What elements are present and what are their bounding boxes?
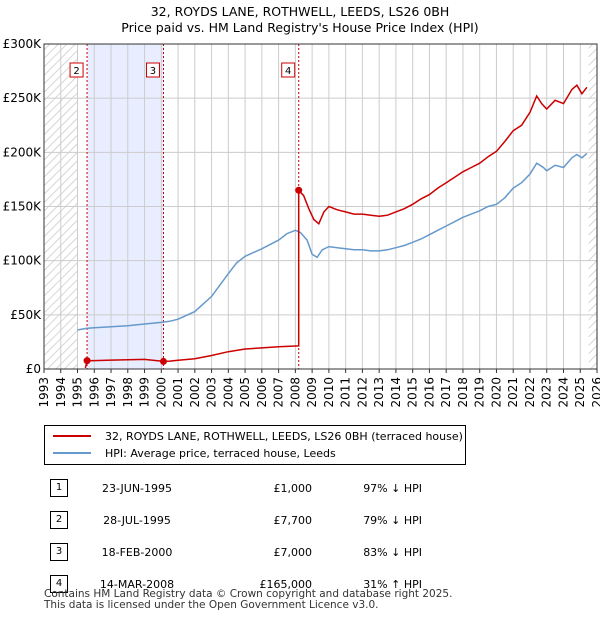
x-tick-label: 1993 <box>37 377 51 408</box>
sale-point <box>83 357 91 365</box>
transaction-hpi: 79% ↓ HPI <box>363 513 422 527</box>
x-tick-label: 2010 <box>322 377 336 408</box>
legend-swatch-hpi <box>53 452 91 454</box>
x-tick-label: 2012 <box>355 377 369 408</box>
x-tick-label: 2005 <box>238 377 252 408</box>
y-tick-label: £300K <box>3 37 43 51</box>
transactions-table: 1 23-JUN-1995 £1,000 97% ↓ HPI 2 28-JUL-… <box>36 472 422 600</box>
sale-label: 4 <box>285 66 291 77</box>
table-row: 4 14-MAR-2008 £165,000 31% ↑ HPI <box>36 568 422 600</box>
transaction-hpi: 31% ↑ HPI <box>363 577 422 591</box>
x-tick-label: 2002 <box>188 377 202 408</box>
transaction-date: 14-MAR-2008 <box>99 577 175 591</box>
legend-item-price: 32, ROYDS LANE, ROTHWELL, LEEDS, LS26 0B… <box>53 428 463 444</box>
footer: Contains HM Land Registry data © Crown c… <box>44 589 452 611</box>
plot-border <box>43 43 598 370</box>
table-row: 1 23-JUN-1995 £1,000 97% ↓ HPI <box>36 472 422 504</box>
transaction-date: 23-JUN-1995 <box>101 481 173 495</box>
footer-line-licence: This data is licensed under the Open Gov… <box>44 599 379 611</box>
sale-label-box <box>69 62 84 78</box>
x-tick-label: 1997 <box>104 377 118 408</box>
x-tick-label: 2015 <box>406 377 420 408</box>
x-tick-label: 2013 <box>372 377 386 408</box>
x-tick-label: 1996 <box>87 377 101 408</box>
transaction-date: 18-FEB-2000 <box>101 545 173 559</box>
legend: 32, ROYDS LANE, ROTHWELL, LEEDS, LS26 0B… <box>44 425 466 465</box>
sale-label: 2 <box>73 66 79 77</box>
x-tick-label: 2017 <box>439 377 453 408</box>
sale-label-box <box>145 62 160 78</box>
y-tick-label: £250K <box>3 91 43 105</box>
x-tick-label: 2016 <box>422 377 436 408</box>
y-tick-label: £100K <box>3 254 43 268</box>
x-tick-label: 2007 <box>272 377 286 408</box>
x-tick-label: 1999 <box>138 377 152 408</box>
y-tick-label: £50K <box>10 308 42 322</box>
transaction-date: 28-JUL-1995 <box>103 513 171 527</box>
y-tick-label: £0 <box>26 362 41 376</box>
x-tick-label: 2026 <box>590 377 600 408</box>
x-tick-label: 2024 <box>556 377 570 408</box>
x-tick-label: 2014 <box>389 377 403 408</box>
y-tick-label: £200K <box>3 145 43 159</box>
x-tick-label: 2022 <box>523 377 537 408</box>
legend-label-price: 32, ROYDS LANE, ROTHWELL, LEEDS, LS26 0B… <box>105 429 463 443</box>
x-tick-label: 2011 <box>339 377 353 408</box>
table-row: 2 28-JUL-1995 £7,700 79% ↓ HPI <box>36 504 422 536</box>
x-tick-label: 2020 <box>489 377 503 408</box>
table-row: 3 18-FEB-2000 £7,000 83% ↓ HPI <box>36 536 422 568</box>
legend-item-hpi: HPI: Average price, terraced house, Leed… <box>53 445 336 461</box>
sale-label-box <box>281 62 296 78</box>
chart-subtitle: Price paid vs. HM Land Registry's House … <box>121 20 479 35</box>
x-tick-label: 2001 <box>171 377 185 408</box>
sale-point <box>159 357 167 365</box>
transaction-hpi: 97% ↓ HPI <box>363 481 422 495</box>
x-tick-label: 2009 <box>305 377 319 408</box>
transaction-number: 3 <box>50 543 68 561</box>
legend-swatch-price <box>53 435 91 437</box>
transaction-number: 1 <box>50 479 68 497</box>
series-line-price <box>84 84 588 369</box>
footer-line-copyright: Contains HM Land Registry data © Crown c… <box>44 588 453 600</box>
x-tick-label: 2019 <box>473 377 487 408</box>
chart-title: 32, ROYDS LANE, ROTHWELL, LEEDS, LS26 0B… <box>150 4 450 19</box>
transaction-price: £7,000 <box>273 545 313 559</box>
x-tick-label: 2025 <box>573 377 587 408</box>
transaction-price: £1,000 <box>273 481 313 495</box>
sale-point <box>295 186 303 194</box>
x-tick-label: 1994 <box>54 377 68 408</box>
sale-label: 3 <box>150 66 156 77</box>
x-tick-label: 2023 <box>540 377 554 408</box>
x-tick-label: 2018 <box>456 377 470 408</box>
x-tick-label: 1995 <box>71 377 85 408</box>
x-tick-label: 1998 <box>121 377 135 408</box>
x-tick-label: 2004 <box>221 377 235 408</box>
y-tick-label: £150K <box>3 200 43 214</box>
x-tick-label: 2003 <box>205 377 219 408</box>
x-tick-label: 2000 <box>154 377 168 408</box>
x-tick-label: 2006 <box>255 377 269 408</box>
transaction-number: 4 <box>50 575 68 593</box>
transaction-hpi: 83% ↓ HPI <box>363 545 422 559</box>
legend-label-hpi: HPI: Average price, terraced house, Leed… <box>105 446 336 460</box>
x-tick-label: 2021 <box>506 377 520 408</box>
transaction-price: £165,000 <box>259 577 313 591</box>
transaction-number: 2 <box>50 511 68 529</box>
series-line-hpi <box>77 152 588 331</box>
transaction-price: £7,700 <box>273 513 313 527</box>
x-tick-label: 2008 <box>288 377 302 408</box>
